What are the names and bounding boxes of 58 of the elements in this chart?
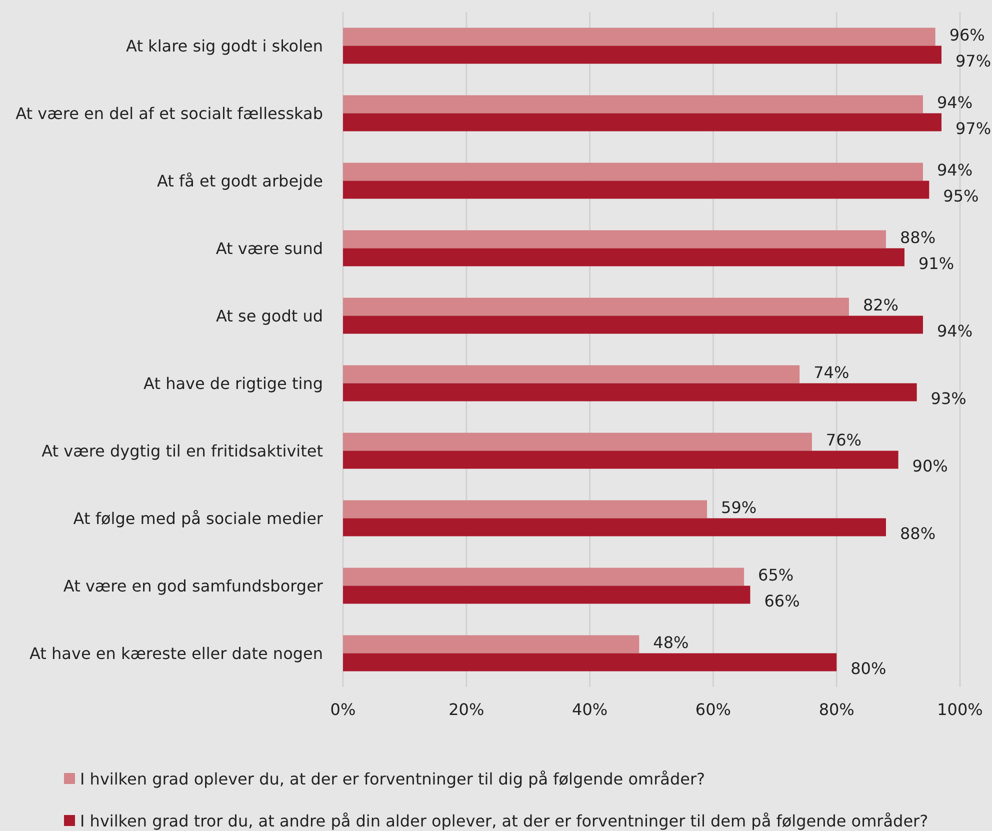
bar <box>343 500 708 518</box>
data-label: 97% <box>955 51 992 70</box>
data-label: 96% <box>949 25 985 44</box>
bar <box>343 365 800 384</box>
data-label: 94% <box>936 160 973 180</box>
data-label: 76% <box>826 430 862 450</box>
data-label: 74% <box>814 362 850 382</box>
y-tick-label: At klare sig godt i skolen <box>126 36 323 56</box>
x-tick-label: 80% <box>818 700 854 719</box>
bar <box>343 113 942 132</box>
y-tick-label: At have en kæreste eller date nogen <box>30 644 323 663</box>
y-tick-label: At se godt ud <box>216 306 323 326</box>
x-tick-label: 100% <box>937 700 983 719</box>
data-label: 94% <box>936 92 973 112</box>
bar <box>343 28 936 46</box>
bar <box>343 298 849 316</box>
data-label: 80% <box>850 658 886 678</box>
data-label: 66% <box>764 591 800 610</box>
legend-label: I hvilken grad tror du, at andre på din alder oplever, at der er forventninger til dem på følgende områder? <box>80 812 928 831</box>
x-tick-label: 0% <box>330 700 356 719</box>
y-tick-label: At være dygtig til en fritidsaktivitet <box>42 441 323 460</box>
bar <box>343 230 886 248</box>
data-label: 90% <box>912 456 948 476</box>
data-label: 65% <box>758 565 794 584</box>
data-label: 91% <box>918 254 954 273</box>
data-label: 93% <box>930 388 966 408</box>
data-label: 59% <box>721 498 757 517</box>
legend-label: I hvilken grad oplever du, at der er forventninger til dig på følgende områder? <box>80 770 706 789</box>
y-tick-label: At have de rigtige ting <box>144 374 323 393</box>
data-label: 48% <box>653 632 689 652</box>
y-tick-label: At være en god samfundsborger <box>63 576 324 596</box>
data-label: 88% <box>900 228 936 247</box>
data-label: 94% <box>936 321 973 340</box>
bar <box>343 46 942 64</box>
y-tick-label: At være sund <box>216 238 323 258</box>
bar <box>343 518 886 536</box>
bar <box>343 180 930 199</box>
bar <box>343 586 750 604</box>
x-tick-label: 40% <box>572 700 608 719</box>
bar <box>343 635 640 654</box>
y-tick-label: At få et godt arbejde <box>156 171 323 190</box>
bar <box>343 248 904 266</box>
data-label: 97% <box>955 118 992 138</box>
data-label: 88% <box>900 524 936 543</box>
y-tick-label: At følge med på sociale medier <box>73 508 324 528</box>
data-label: 82% <box>862 295 899 314</box>
bar <box>343 162 923 181</box>
bar <box>343 316 923 334</box>
bar <box>343 653 837 672</box>
x-tick-label: 60% <box>695 700 731 719</box>
bar <box>343 383 917 402</box>
x-tick-label: 20% <box>448 700 484 719</box>
bar <box>343 450 898 469</box>
data-label: 95% <box>943 186 979 206</box>
bar <box>343 95 923 114</box>
y-tick-label: At være en del af et socialt fællesskab <box>16 104 323 123</box>
bar <box>343 432 812 451</box>
bar <box>343 568 744 586</box>
